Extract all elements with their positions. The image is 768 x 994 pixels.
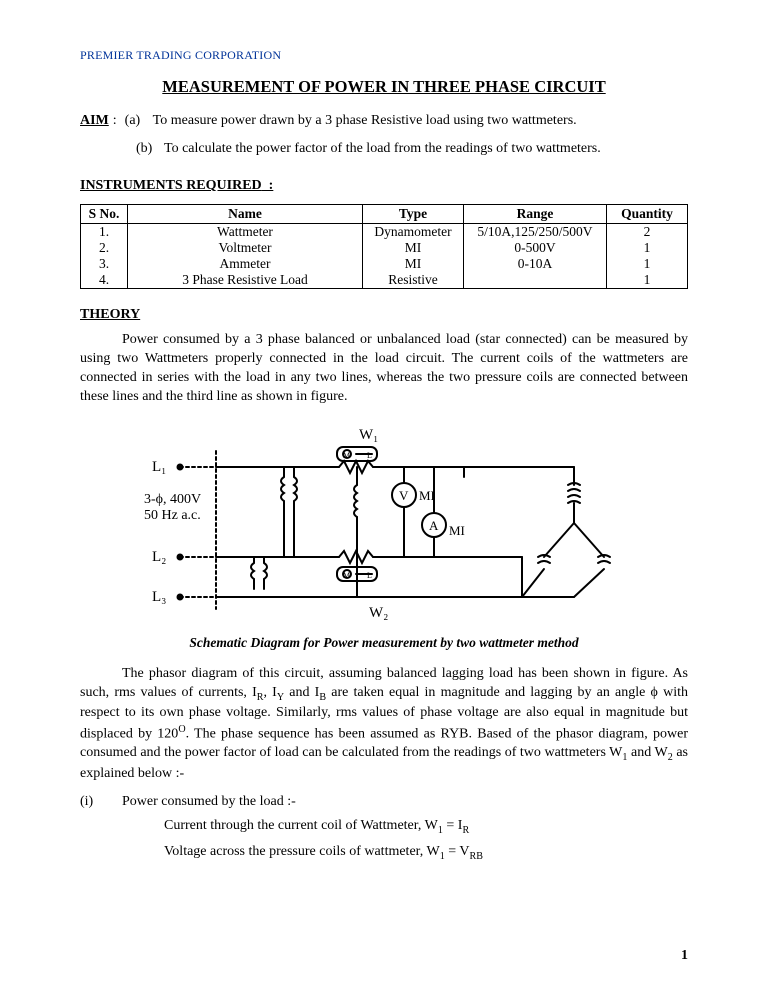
col-sno: S No. bbox=[81, 205, 128, 224]
qty-4: 1 bbox=[607, 272, 687, 288]
theory-heading: THEORY bbox=[80, 307, 688, 323]
col-type: Type bbox=[363, 205, 464, 224]
label-l2: L₂ bbox=[152, 549, 166, 565]
aim-row-a: AIM : (a) To measure power drawn by a 3 … bbox=[80, 111, 688, 131]
name-1: Wattmeter bbox=[128, 224, 362, 240]
aim-colon: : bbox=[113, 111, 117, 131]
label-w2: W₂ bbox=[369, 605, 388, 621]
col-quantity: Quantity bbox=[607, 205, 688, 224]
page: PREMIER TRADING CORPORATION MEASUREMENT … bbox=[0, 0, 768, 994]
label-vmi: MI bbox=[419, 488, 435, 503]
range-3: 0-10A bbox=[464, 256, 606, 272]
label-source2: 50 Hz a.c. bbox=[144, 508, 201, 523]
col-name: Name bbox=[128, 205, 363, 224]
equation-2: Voltage across the pressure coils of wat… bbox=[164, 844, 688, 862]
aim-text-a: To measure power drawn by a 3 phase Resi… bbox=[153, 111, 688, 131]
diagram-caption: Schematic Diagram for Power measurement … bbox=[80, 635, 688, 651]
cell-range: 5/10A,125/250/500V 0-500V 0-10A bbox=[464, 224, 607, 289]
theory-para1: Power consumed by a 3 phase balanced or … bbox=[80, 331, 688, 407]
label-w2-m: M bbox=[343, 571, 350, 580]
aim-letter-b: (b) bbox=[136, 139, 164, 159]
label-source1: 3-ϕ, 400V bbox=[144, 492, 201, 507]
type-2: MI bbox=[363, 240, 463, 256]
page-title: MEASUREMENT OF POWER IN THREE PHASE CIRC… bbox=[80, 77, 688, 97]
aim-spacer bbox=[80, 139, 134, 159]
table-row: 1. 2. 3. 4. Wattmeter Voltmeter Ammeter … bbox=[81, 224, 688, 289]
qty-3: 1 bbox=[607, 256, 687, 272]
label-ami: MI bbox=[449, 523, 465, 538]
name-4: 3 Phase Resistive Load bbox=[128, 272, 362, 288]
sub-i-text: Power consumed by the load :- bbox=[122, 794, 688, 810]
label-a: A bbox=[429, 518, 439, 533]
page-number: 1 bbox=[681, 948, 688, 964]
equation-1: Current through the current coil of Watt… bbox=[164, 818, 688, 836]
cell-type: Dynamometer MI MI Resistive bbox=[363, 224, 464, 289]
range-2: 0-500V bbox=[464, 240, 606, 256]
aim-row-b: (b) To calculate the power factor of the… bbox=[80, 139, 688, 159]
label-w1-m: M bbox=[343, 451, 350, 460]
range-1: 5/10A,125/250/500V bbox=[464, 224, 606, 240]
label-w1-l: L bbox=[367, 451, 372, 460]
aim-label: AIM bbox=[80, 111, 109, 131]
type-3: MI bbox=[363, 256, 463, 272]
label-v: V bbox=[399, 488, 409, 503]
type-4: Resistive bbox=[363, 272, 463, 288]
qty-2: 1 bbox=[607, 240, 687, 256]
instruments-heading: INSTRUMENTS REQUIRED : bbox=[80, 178, 688, 194]
cell-name: Wattmeter Voltmeter Ammeter 3 Phase Resi… bbox=[128, 224, 363, 289]
cell-qty: 2 1 1 1 bbox=[607, 224, 688, 289]
aim-letter-a: (a) bbox=[125, 111, 153, 131]
type-1: Dynamometer bbox=[363, 224, 463, 240]
name-3: Ammeter bbox=[128, 256, 362, 272]
instruments-table: S No. Name Type Range Quantity 1. 2. 3. … bbox=[80, 204, 688, 289]
name-2: Voltmeter bbox=[128, 240, 362, 256]
label-l3: L₃ bbox=[152, 589, 166, 605]
label-w2-l: L bbox=[367, 571, 372, 580]
aim-text-b: To calculate the power factor of the loa… bbox=[164, 139, 688, 159]
sno-3: 3. bbox=[81, 256, 127, 272]
sno-1: 1. bbox=[81, 224, 127, 240]
corporation-header: PREMIER TRADING CORPORATION bbox=[80, 48, 688, 63]
circuit-diagram: W₁ W₂ L₁ L₂ L₃ 3-ϕ, 400V 50 Hz a.c. V MI… bbox=[144, 417, 624, 627]
sno-2: 2. bbox=[81, 240, 127, 256]
col-range: Range bbox=[464, 205, 607, 224]
label-l1: L₁ bbox=[152, 459, 166, 475]
sub-i-num: (i) bbox=[80, 794, 122, 810]
instruments-heading-text: INSTRUMENTS REQUIRED bbox=[80, 178, 262, 193]
cell-sno: 1. 2. 3. 4. bbox=[81, 224, 128, 289]
label-w1: W₁ bbox=[359, 427, 378, 443]
sno-4: 4. bbox=[81, 272, 127, 288]
table-header-row: S No. Name Type Range Quantity bbox=[81, 205, 688, 224]
qty-1: 2 bbox=[607, 224, 687, 240]
theory-para2: The phasor diagram of this circuit, assu… bbox=[80, 665, 688, 784]
sub-i: (i) Power consumed by the load :- bbox=[80, 794, 688, 810]
